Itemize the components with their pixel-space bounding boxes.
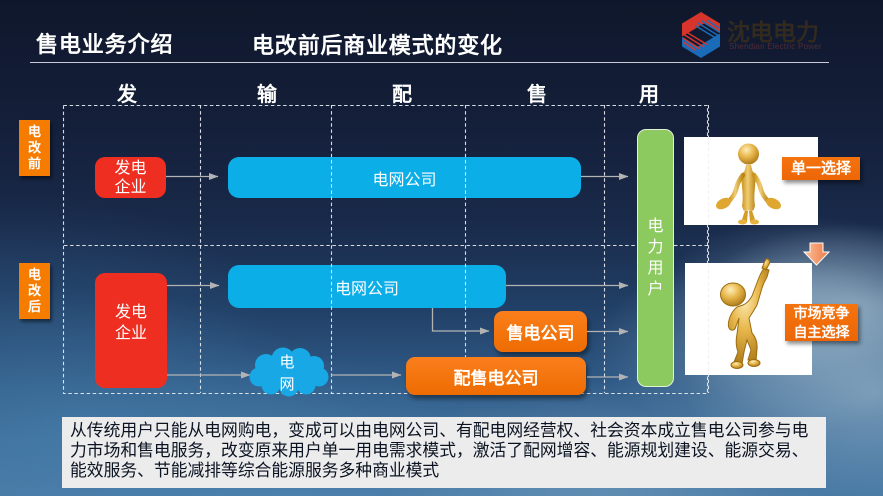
svg-text:电: 电	[279, 354, 294, 371]
svg-text:网: 网	[279, 376, 294, 393]
svg-text:Shendian Electric Power: Shendian Electric Power	[729, 42, 822, 51]
svg-text:沈电电力: 沈电电力	[727, 19, 819, 45]
